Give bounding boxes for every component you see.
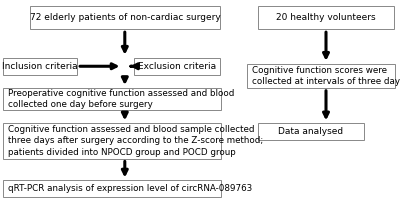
FancyBboxPatch shape [247,64,395,88]
Text: Data analysed: Data analysed [278,127,344,136]
Text: qRT-PCR analysis of expression level of circRNA-089763: qRT-PCR analysis of expression level of … [8,184,252,193]
Text: Preoperative cognitive function assessed and blood
collected one day before surg: Preoperative cognitive function assessed… [8,89,234,109]
FancyBboxPatch shape [30,6,220,29]
Text: Cognitive function scores were
collected at intervals of three days: Cognitive function scores were collected… [252,65,400,86]
FancyBboxPatch shape [3,123,221,159]
Text: Exclusion criteria: Exclusion criteria [138,62,216,71]
Text: Cognitive function assessed and blood sample collected
three days after surgery : Cognitive function assessed and blood sa… [8,125,263,157]
Text: 72 elderly patients of non-cardiac surgery: 72 elderly patients of non-cardiac surge… [30,13,220,22]
FancyBboxPatch shape [134,58,220,75]
Text: 20 healthy volunteers: 20 healthy volunteers [276,13,376,22]
FancyBboxPatch shape [258,6,394,29]
FancyBboxPatch shape [3,180,221,197]
FancyBboxPatch shape [3,88,221,110]
FancyBboxPatch shape [3,58,77,75]
FancyBboxPatch shape [258,123,364,140]
Text: Inclusion criteria: Inclusion criteria [2,62,78,71]
